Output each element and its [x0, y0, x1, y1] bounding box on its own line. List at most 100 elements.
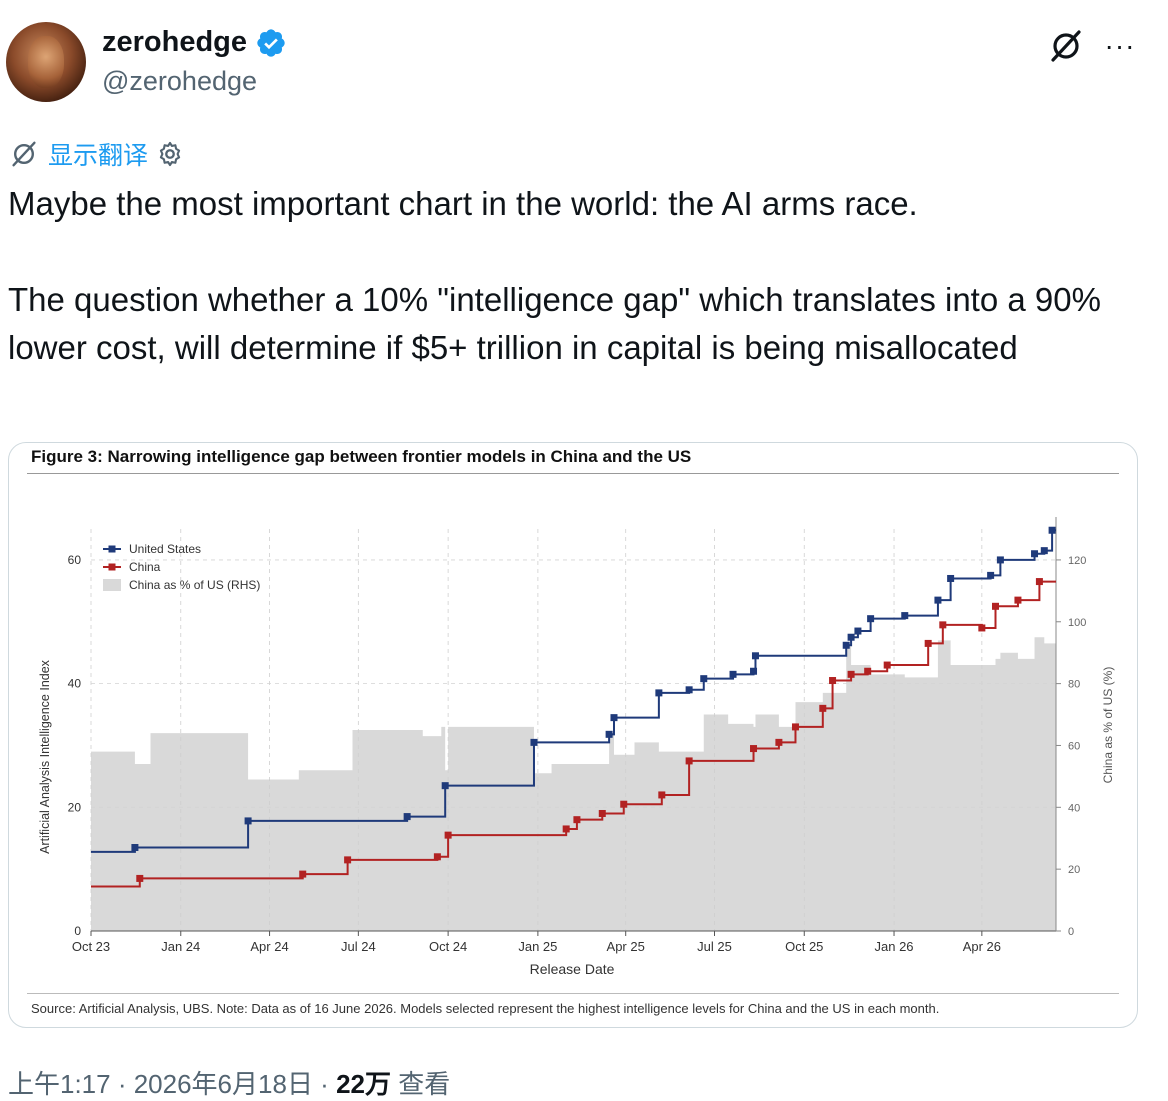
- china-point: [444, 831, 452, 839]
- china-point: [344, 856, 352, 864]
- verified-badge-icon: [257, 28, 285, 57]
- x-tick-label: Apr 26: [963, 939, 1001, 954]
- china-point: [883, 661, 891, 669]
- china-point: [562, 825, 570, 833]
- united-states-point: [867, 615, 875, 623]
- y-tick-label: 20: [68, 800, 82, 814]
- figure-title: Figure 3: Narrowing intelligence gap bet…: [31, 447, 692, 466]
- china-point: [791, 723, 799, 731]
- china-point: [685, 757, 693, 765]
- author-handle[interactable]: @zerohedge: [102, 66, 258, 96]
- tweet-text: Maybe the most important chart in the wo…: [8, 180, 1158, 372]
- x-tick-label: Apr 24: [250, 939, 288, 954]
- meta-separator: ·: [110, 1069, 134, 1099]
- united-states-point: [901, 612, 909, 620]
- united-states-point: [1048, 526, 1056, 534]
- tweet-date[interactable]: 2026年6月18日: [133, 1069, 313, 1099]
- legend-marker-united-states: [108, 545, 116, 553]
- united-states-point: [947, 574, 955, 582]
- avatar[interactable]: [6, 22, 86, 102]
- china-point: [847, 670, 855, 678]
- china-point: [978, 624, 986, 632]
- y2-tick-label: 80: [1068, 679, 1080, 691]
- x-tick-label: Jan 26: [875, 939, 914, 954]
- tweet-media-image[interactable]: Figure 3: Narrowing intelligence gap bet…: [8, 442, 1138, 1028]
- china-point: [1014, 596, 1022, 604]
- china-point: [658, 791, 666, 799]
- show-translation-link[interactable]: 显示翻译: [48, 142, 149, 170]
- axes-layer: Oct 23 Jan 24 Apr 24 Jul 24 Oct 24 Jan 25 Apr …: [68, 517, 1086, 954]
- china-point: [775, 738, 783, 746]
- grid-layer: [90, 529, 1056, 931]
- united-states-point: [987, 571, 995, 579]
- grok-icon[interactable]: [1046, 26, 1086, 66]
- united-states-point: [403, 813, 411, 821]
- more-icon[interactable]: ···: [1104, 30, 1136, 61]
- china-point: [992, 602, 1000, 610]
- united-states-point: [244, 817, 252, 825]
- china-point: [924, 639, 932, 647]
- y-axis-label: Artificial Analysis Intelligence Index: [38, 659, 52, 854]
- y-tick-label: 40: [68, 677, 82, 691]
- meta-separator: ·: [312, 1069, 337, 1099]
- united-states-point: [610, 714, 618, 722]
- united-states-point: [842, 641, 850, 649]
- gear-icon[interactable]: [156, 140, 184, 168]
- y2-tick-label: 0: [1068, 926, 1074, 938]
- united-states-point: [1031, 550, 1039, 558]
- china-point: [1035, 578, 1043, 586]
- x-tick-label: Jan 25: [518, 939, 557, 954]
- x-tick-label: Apr 25: [607, 939, 645, 954]
- china-point: [136, 874, 144, 882]
- legend-label: China as % of US (RHS): [129, 578, 260, 592]
- x-tick-label: Oct 25: [785, 939, 823, 954]
- x-axis-label: Release Date: [530, 961, 615, 977]
- x-tick-label: Jan 24: [161, 939, 200, 954]
- united-states-point: [750, 667, 758, 675]
- translate-row: 显示翻译: [8, 136, 184, 172]
- united-states-point: [530, 738, 538, 746]
- author-name-text[interactable]: zerohedge: [102, 26, 248, 58]
- view-count: 22万: [336, 1069, 391, 1099]
- legend-marker-china: [108, 563, 116, 571]
- tweet-meta: 上午1:17 · 2026年6月18日 · 22万 查看: [8, 1064, 450, 1101]
- united-states-point: [131, 844, 139, 852]
- united-states-point: [700, 675, 708, 683]
- series-lines-layer: [91, 526, 1056, 888]
- china-share-area-layer: [91, 637, 1056, 931]
- author-display-name[interactable]: zerohedge: [102, 26, 287, 59]
- united-states-point: [847, 633, 855, 641]
- y2-tick-label: 20: [1068, 864, 1080, 876]
- united-states-point: [751, 652, 759, 660]
- y-tick-label: 0: [74, 924, 81, 938]
- china-point: [433, 853, 441, 861]
- grok-icon: [12, 141, 36, 167]
- tweet-time[interactable]: 上午1:17: [8, 1069, 111, 1099]
- china-share-area: [91, 637, 1056, 931]
- united-states-point: [685, 686, 693, 694]
- united-states-point: [655, 689, 663, 697]
- view-count-label: 查看: [390, 1069, 451, 1099]
- chart: Oct 23 Jan 24 Apr 24 Jul 24 Oct 24 Jan 25 Apr …: [38, 517, 1115, 977]
- legend: United States China China as % of US (RHS): [103, 542, 260, 592]
- united-states-point: [996, 556, 1004, 564]
- legend-label: China: [129, 560, 161, 574]
- china-point: [829, 677, 837, 685]
- legend-label: United States: [129, 542, 201, 556]
- united-states-point: [605, 730, 613, 738]
- figure-source-rule: [27, 993, 1119, 994]
- x-tick-label: Oct 24: [429, 939, 467, 954]
- y2-tick-label: 120: [1068, 555, 1086, 567]
- figure-title-rule: [27, 473, 1119, 474]
- x-tick-label: Jul 24: [341, 939, 376, 954]
- china-point: [299, 870, 307, 878]
- china-point: [573, 816, 581, 824]
- figure-source-note: Source: Artificial Analysis, UBS. Note: …: [31, 1001, 940, 1016]
- united-states-point: [1040, 547, 1048, 555]
- united-states-series-line: [91, 529, 1056, 853]
- y2-axis-label: China as % of US (%): [1101, 667, 1115, 784]
- x-tick-label: Jul 25: [697, 939, 732, 954]
- x-tick-label: Oct 23: [72, 939, 110, 954]
- united-states-point: [441, 782, 449, 790]
- china-point: [620, 800, 628, 808]
